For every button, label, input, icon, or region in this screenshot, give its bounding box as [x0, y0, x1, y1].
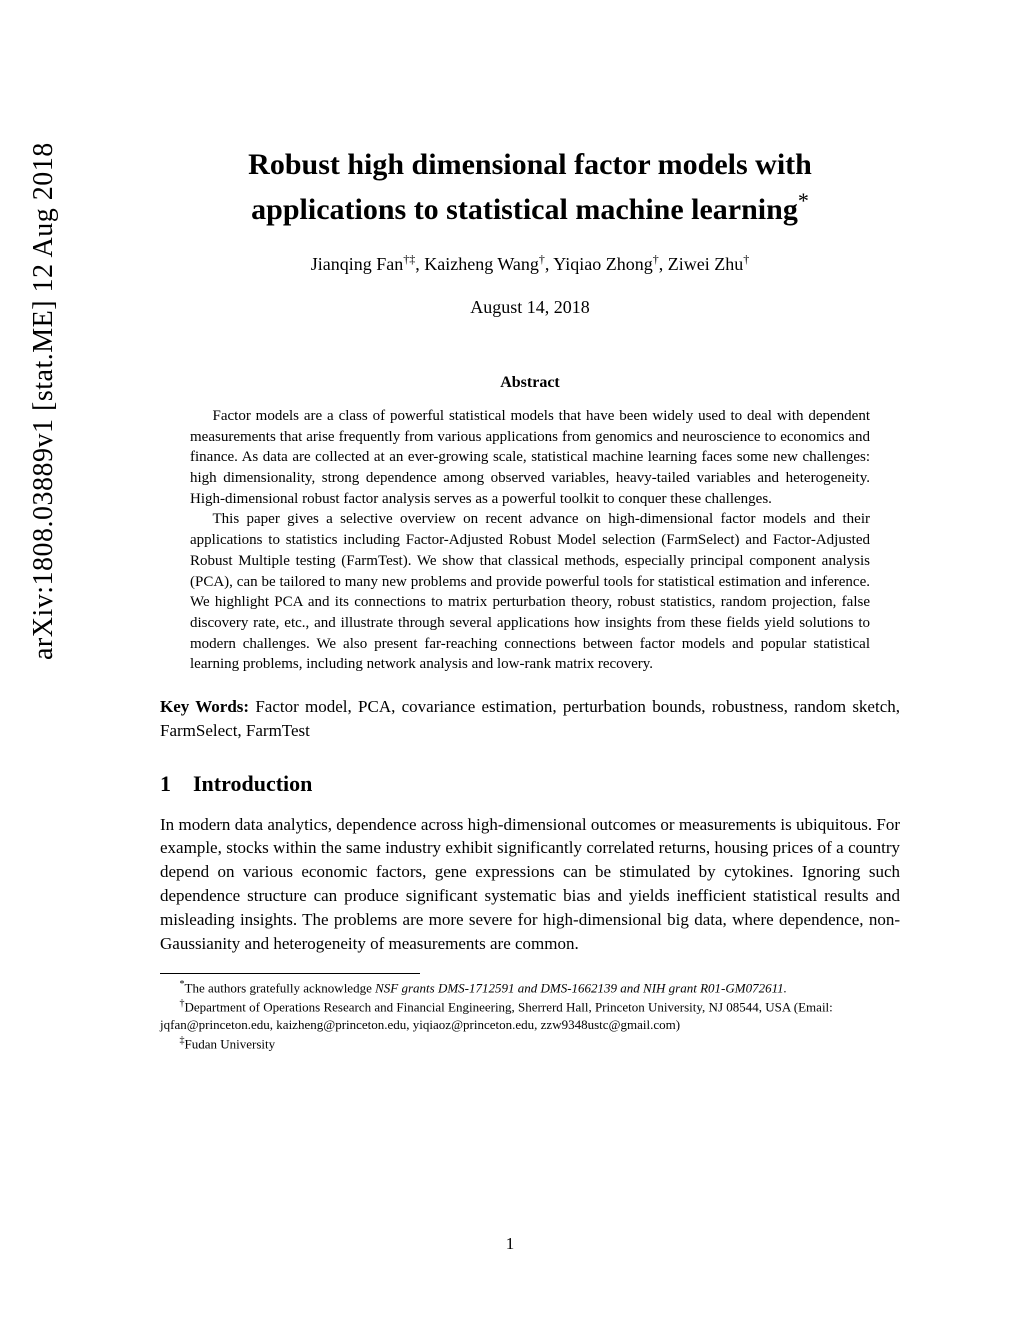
footnote-3: ‡Fudan University [160, 1034, 900, 1053]
title-footnote-marker: * [798, 188, 809, 213]
authors: Jianqing Fan†‡, Kaizheng Wang†, Yiqiao Z… [160, 252, 900, 275]
keywords-text: Factor model, PCA, covariance estimation… [160, 697, 900, 740]
author-2-affil: † [539, 252, 545, 266]
author-3: Yiqiao Zhong [553, 254, 653, 274]
author-3-affil: † [653, 252, 659, 266]
section-1-number: 1 [160, 771, 171, 797]
footnote-2-text: Department of Operations Research and Fi… [160, 1000, 833, 1033]
abstract-body: Factor models are a class of powerful st… [190, 406, 870, 675]
footnote-rule [160, 973, 420, 974]
page-number: 1 [0, 1234, 1020, 1254]
intro-paragraph-1: In modern data analytics, dependence acr… [160, 813, 900, 956]
footnote-2: †Department of Operations Research and F… [160, 997, 900, 1033]
abstract-paragraph-1: Factor models are a class of powerful st… [190, 406, 870, 509]
title-line-1: Robust high dimensional factor models wi… [248, 148, 812, 181]
author-4: Ziwei Zhu [668, 254, 743, 274]
footnote-1-text-em: NSF grants DMS-1712591 and DMS-1662139 a… [375, 981, 787, 996]
author-1-affil: †‡ [403, 252, 415, 266]
arxiv-stamp: arXiv:1808.03889v1 [stat.ME] 12 Aug 2018 [28, 142, 60, 660]
paper-date: August 14, 2018 [160, 297, 900, 318]
page-content: Robust high dimensional factor models wi… [160, 145, 900, 1052]
keywords-label: Key Words: [160, 697, 249, 716]
section-1-heading: 1 Introduction [160, 771, 900, 797]
section-1-title: Introduction [193, 771, 312, 796]
keywords: Key Words: Factor model, PCA, covariance… [160, 695, 900, 743]
title-line-2: applications to statistical machine lear… [251, 193, 798, 226]
footnote-3-text: Fudan University [185, 1036, 276, 1051]
author-1: Jianqing Fan [311, 254, 404, 274]
abstract-paragraph-2: This paper gives a selective overview on… [190, 509, 870, 675]
paper-title: Robust high dimensional factor models wi… [160, 145, 900, 230]
author-4-affil: † [743, 252, 749, 266]
footnote-1-text-a: The authors gratefully acknowledge [185, 981, 376, 996]
abstract-heading: Abstract [160, 374, 900, 392]
author-2: Kaizheng Wang [424, 254, 539, 274]
footnotes: *The authors gratefully acknowledge NSF … [160, 978, 900, 1052]
footnote-1: *The authors gratefully acknowledge NSF … [160, 978, 900, 997]
